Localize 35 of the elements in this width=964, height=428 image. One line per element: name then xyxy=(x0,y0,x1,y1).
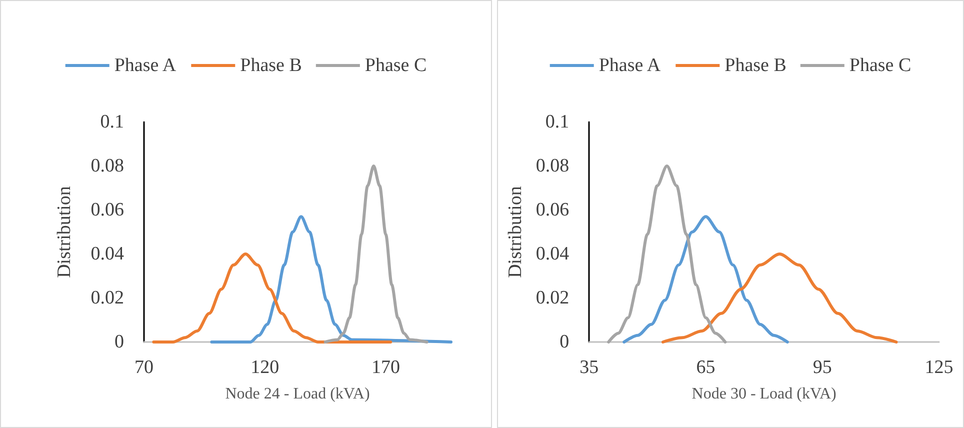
y-tick-label: 0.1 xyxy=(545,112,570,132)
legend-label: Phase B xyxy=(724,55,786,76)
y-tick-label: 0.04 xyxy=(90,244,124,264)
y-tick-label: 0.02 xyxy=(90,288,124,308)
legend-label: Phase C xyxy=(364,55,427,76)
x-tick-label: 70 xyxy=(134,357,154,378)
legend-label: Phase C xyxy=(849,55,912,76)
legend-label: Phase A xyxy=(598,55,661,76)
x-tick-label: 65 xyxy=(696,357,716,378)
y-tick-label: 0 xyxy=(560,332,570,352)
legend-label: Phase A xyxy=(114,55,176,76)
legend-label: Phase B xyxy=(240,55,302,76)
line-series xyxy=(662,252,898,344)
x-tick-label: 120 xyxy=(250,357,280,378)
x-tick-label: 125 xyxy=(924,357,954,378)
line-series xyxy=(622,215,789,344)
x-axis-title: Node 30 - Load (kVA) xyxy=(692,386,836,402)
y-axis-title: Distribution xyxy=(54,186,75,278)
line-series xyxy=(607,164,727,344)
y-tick-label: 0.1 xyxy=(100,112,124,132)
line-series xyxy=(324,164,428,344)
x-tick-label: 35 xyxy=(580,357,599,378)
y-tick-label: 0.04 xyxy=(536,244,570,264)
y-tick-label: 0.06 xyxy=(536,200,570,220)
x-tick-label: 95 xyxy=(812,357,832,378)
y-tick-label: 0.02 xyxy=(536,288,570,308)
x-axis-title: Node 24 - Load (kVA) xyxy=(225,386,370,402)
line-series xyxy=(152,252,392,344)
y-tick-label: 0 xyxy=(114,332,124,352)
x-tick-label: 170 xyxy=(371,357,400,378)
y-tick-label: 0.06 xyxy=(90,200,124,220)
y-tick-label: 0.08 xyxy=(90,156,124,176)
line-series xyxy=(210,215,452,344)
y-axis-title: Distribution xyxy=(505,186,526,278)
y-tick-label: 0.08 xyxy=(536,156,570,176)
